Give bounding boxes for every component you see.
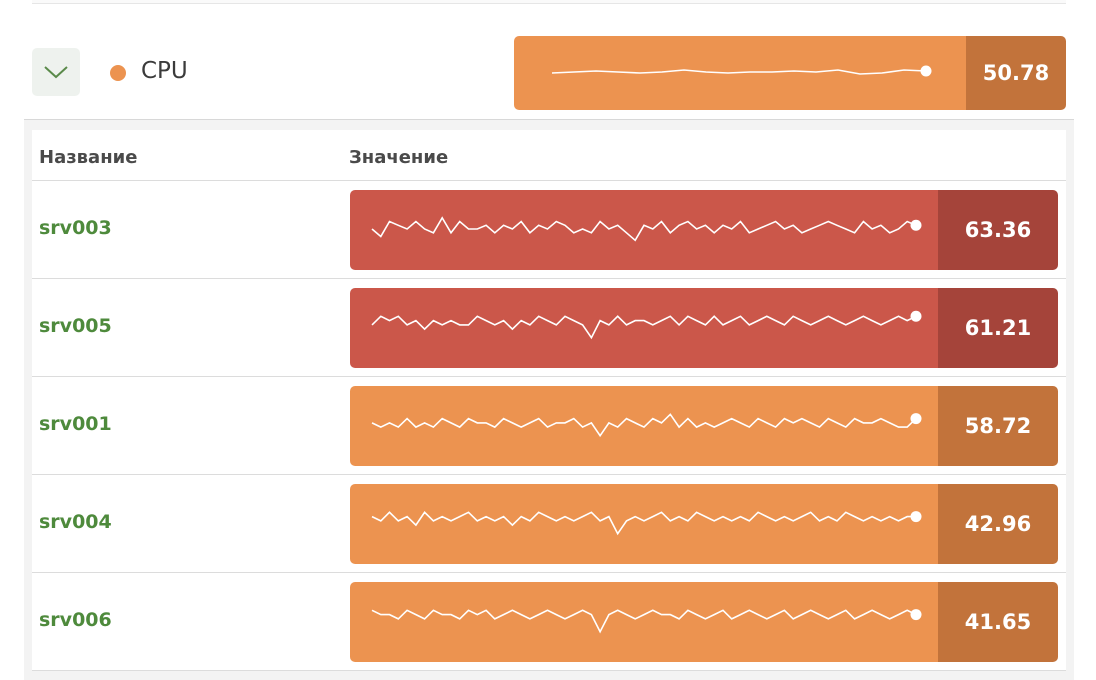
metric-name: CPU [141,58,188,84]
server-name-link[interactable]: srv001 [39,413,112,435]
sparkline-last-point [920,65,932,77]
sparkline-last-point [910,219,922,231]
sparkline-last-point [910,609,922,621]
sparkline-line [371,511,916,536]
sparkline-chart [350,386,938,466]
chevron-down-icon [44,66,68,79]
sparkline-chart [350,582,938,662]
sparkline-line [371,413,917,438]
value-sparkline[interactable]: 41.65 [350,582,1058,662]
table-row[interactable]: srv004 42.96 [32,475,1066,573]
server-name-link[interactable]: srv003 [39,217,112,239]
value-label: 61.21 [938,288,1058,368]
servers-panel: Название Значение srv003 63.36 srv005 61.21… [24,119,1074,680]
sparkline-line [371,609,917,634]
column-header-name[interactable]: Название [39,147,138,168]
sparkline-chart [514,36,966,110]
sparkline-last-point [910,310,922,322]
table-row[interactable]: srv003 63.36 [32,181,1066,279]
sparkline-last-point [910,511,922,523]
table-header: Название Значение [32,130,1066,181]
sparkline-chart [350,190,938,270]
server-name-link[interactable]: srv005 [39,315,112,337]
servers-table: Название Значение srv003 63.36 srv005 61.21… [32,130,1066,671]
table-row[interactable]: srv006 41.65 [32,573,1066,671]
metric-header: CPU 50.78 [0,0,1096,120]
value-label: 42.96 [938,484,1058,564]
sparkline-chart [350,484,938,564]
column-header-value[interactable]: Значение [349,147,449,168]
server-name-link[interactable]: srv006 [39,609,112,631]
top-divider [32,0,1066,4]
server-name-link[interactable]: srv004 [39,511,112,533]
value-sparkline[interactable]: 61.21 [350,288,1058,368]
table-row[interactable]: srv005 61.21 [32,279,1066,377]
sparkline-line [371,216,917,242]
value-sparkline[interactable]: 63.36 [350,190,1058,270]
value-label: 63.36 [938,190,1058,270]
value-label: 58.72 [938,386,1058,466]
table-body: srv003 63.36 srv005 61.21 srv001 58.72 srv004 4… [32,181,1066,671]
value-label: 41.65 [938,582,1058,662]
value-sparkline[interactable]: 58.72 [350,386,1058,466]
sparkline-last-point [910,413,922,425]
table-row[interactable]: srv001 58.72 [32,377,1066,475]
summary-value: 50.78 [966,36,1066,110]
metric-color-dot [110,65,126,81]
collapse-button[interactable] [32,48,80,96]
sparkline-line [551,69,927,75]
sparkline-line [371,315,917,340]
summary-sparkline[interactable]: 50.78 [514,36,1066,110]
sparkline-chart [350,288,938,368]
value-sparkline[interactable]: 42.96 [350,484,1058,564]
